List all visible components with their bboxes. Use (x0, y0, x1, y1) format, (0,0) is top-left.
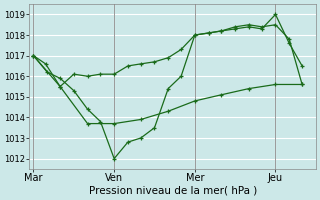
X-axis label: Pression niveau de la mer( hPa ): Pression niveau de la mer( hPa ) (89, 186, 257, 196)
